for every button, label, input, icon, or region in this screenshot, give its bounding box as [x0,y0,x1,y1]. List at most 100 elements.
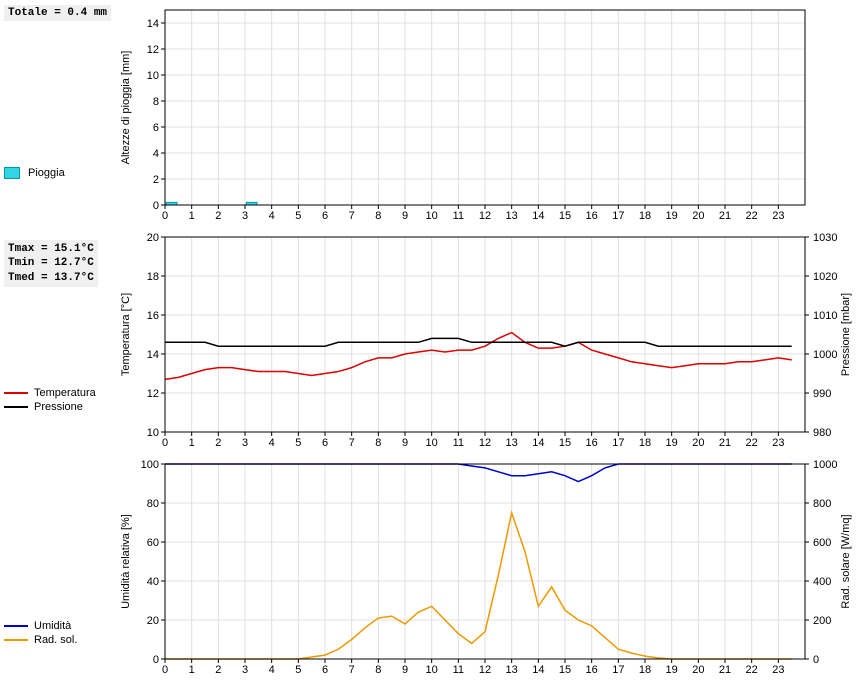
y-tick-left: 10 [147,70,159,82]
x-tick: 9 [402,664,408,676]
x-tick: 9 [402,437,408,449]
x-tick: 22 [746,664,758,676]
y-tick-right: 990 [813,388,831,400]
y-tick-right: 1030 [813,232,837,244]
legend-swatch [4,167,20,179]
legend-item: Pioggia [4,167,129,179]
x-tick: 10 [426,210,438,222]
y-tick-left: 14 [147,18,159,30]
x-tick: 0 [162,210,168,222]
x-tick: 8 [375,437,381,449]
x-tick: 11 [453,664,464,676]
x-tick: 0 [162,664,168,676]
x-tick: 1 [189,210,195,222]
x-tick: 2 [215,437,221,449]
x-tick: 13 [506,437,518,449]
y-tick-left: 60 [147,537,159,549]
stat-line: Tmed = 13.7°C [8,271,94,285]
y-tick-left: 100 [141,459,159,471]
legend-line [4,392,28,394]
x-tick: 11 [453,437,464,449]
x-tick: 8 [375,664,381,676]
y-tick-right: 400 [813,576,831,588]
temp-stats: Tmax = 15.1°CTmin = 12.7°CTmed = 13.7°C [4,240,98,287]
x-tick: 14 [532,210,544,222]
x-tick: 4 [269,210,275,222]
x-tick: 6 [322,664,328,676]
x-tick: 16 [586,664,598,676]
y-tick-left: 8 [153,96,159,108]
x-tick: 12 [479,210,491,222]
x-tick: 15 [559,437,571,449]
x-tick: 17 [612,210,624,222]
y-tick-left: 12 [147,388,159,400]
x-tick: 18 [639,664,651,676]
x-tick: 10 [426,437,438,449]
x-tick: 7 [349,664,355,676]
y-tick-left: 20 [147,232,159,244]
x-tick: 4 [269,437,275,449]
x-tick: 2 [215,664,221,676]
x-tick: 16 [586,210,598,222]
x-tick: 7 [349,210,355,222]
panel-1: 0123456789101112131415161718192021222302… [0,5,860,240]
x-tick: 21 [719,210,731,222]
x-tick: 22 [746,437,758,449]
x-tick: 21 [719,664,731,676]
y-label-left: Altezze di pioggia [mm] [120,51,132,165]
legend-line [4,625,28,627]
x-tick: 19 [666,664,678,676]
y-tick-left: 16 [147,310,159,322]
x-tick: 23 [772,210,784,222]
y-tick-left: 20 [147,615,159,627]
y-tick-left: 0 [153,654,159,666]
x-tick: 5 [295,437,301,449]
weather-dashboard: 0123456789101112131415161718192021222302… [0,0,860,690]
x-tick: 6 [322,437,328,449]
y-tick-left: 4 [153,148,159,160]
y-tick-right: 1020 [813,271,837,283]
y-tick-left: 80 [147,498,159,510]
panel-3: 0123456789101112131415161718192021222302… [0,459,860,694]
y-tick-right: 1010 [813,310,837,322]
x-tick: 7 [349,437,355,449]
x-tick: 16 [586,437,598,449]
x-tick: 2 [215,210,221,222]
y-tick-right: 200 [813,615,831,627]
stat-line: Tmin = 12.7°C [8,256,94,270]
x-tick: 23 [772,664,784,676]
legend-label: Umidità [34,620,71,632]
x-tick: 14 [532,437,544,449]
x-tick: 4 [269,664,275,676]
x-tick: 11 [453,210,464,222]
y-label-left: Umidità relativa [%] [120,514,132,609]
y-tick-right: 1000 [813,459,837,471]
x-tick: 18 [639,437,651,449]
x-tick: 20 [692,210,704,222]
y-tick-right: 0 [813,654,819,666]
y-tick-left: 2 [153,174,159,186]
legend-item: Temperatura [4,387,129,399]
x-tick: 5 [295,210,301,222]
y-tick-right: 600 [813,537,831,549]
x-tick: 15 [559,210,571,222]
x-tick: 0 [162,437,168,449]
y-tick-left: 6 [153,122,159,134]
y-label-right: Pressione [mbar] [840,293,852,376]
x-tick: 17 [612,437,624,449]
x-tick: 12 [479,437,491,449]
x-tick: 20 [692,664,704,676]
x-tick: 1 [189,437,195,449]
legend-item: Umidità [4,620,129,632]
x-tick: 1 [189,664,195,676]
legend-item: Pressione [4,401,129,413]
legend-label: Rad. sol. [34,634,77,646]
y-tick-left: 14 [147,349,159,361]
x-tick: 10 [426,664,438,676]
legend-line [4,406,28,408]
legend-item: Rad. sol. [4,634,129,646]
panel-2: 0123456789101112131415161718192021222310… [0,232,860,467]
legend-line [4,639,28,641]
x-tick: 22 [746,210,758,222]
y-label-right: Rad. solare [W/mq] [840,514,852,608]
